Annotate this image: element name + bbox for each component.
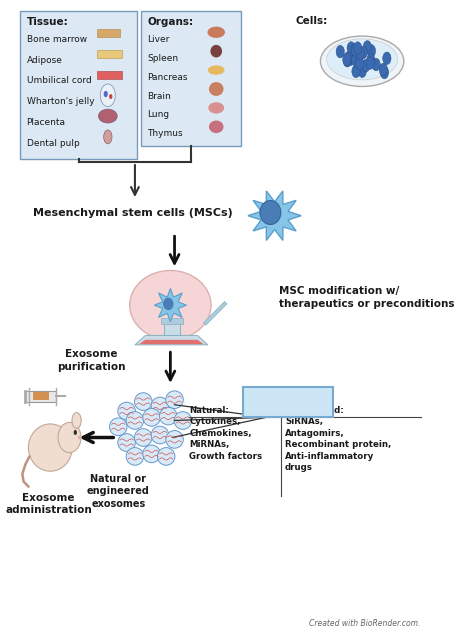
Ellipse shape [135,429,152,446]
Ellipse shape [109,418,127,436]
Circle shape [344,52,352,65]
FancyBboxPatch shape [141,11,241,146]
Ellipse shape [126,411,144,429]
Ellipse shape [126,448,144,465]
Bar [161,318,183,324]
Circle shape [104,91,108,97]
Ellipse shape [208,65,225,75]
Bar [33,392,49,400]
Circle shape [366,57,374,69]
Ellipse shape [208,27,225,38]
Ellipse shape [209,82,224,96]
Circle shape [343,53,351,66]
Text: Liver: Liver [147,35,170,44]
FancyBboxPatch shape [20,11,137,159]
Ellipse shape [160,407,177,425]
Ellipse shape [58,422,81,453]
Text: Cells:: Cells: [295,16,328,26]
Text: Mesenchymal stem cells (MSCs): Mesenchymal stem cells (MSCs) [33,208,233,218]
Text: Wharton's jelly: Wharton's jelly [27,97,94,106]
Circle shape [336,46,345,58]
Bar [164,323,180,335]
Text: Placenta: Placenta [27,118,65,127]
Ellipse shape [151,397,169,415]
Circle shape [359,46,367,59]
Ellipse shape [260,201,281,225]
Circle shape [367,45,375,57]
Text: Lung: Lung [147,110,170,120]
Circle shape [383,52,391,65]
Circle shape [358,65,366,77]
Circle shape [355,47,363,60]
Ellipse shape [163,298,173,310]
Circle shape [351,44,359,56]
Polygon shape [248,191,301,241]
Ellipse shape [208,102,224,113]
Ellipse shape [143,408,160,426]
Circle shape [356,57,364,70]
Text: Organs:: Organs: [147,17,193,27]
Ellipse shape [210,45,222,58]
Ellipse shape [135,392,152,410]
Text: Engineered:
SiRNAs,
Antagomirs,
Recombinant protein,
Anti-inflammatory
drugs: Engineered: SiRNAs, Antagomirs, Recombin… [285,406,392,472]
Circle shape [343,54,352,67]
Circle shape [109,94,112,99]
Ellipse shape [166,430,183,448]
Bar [98,71,122,79]
Circle shape [356,47,364,60]
Circle shape [347,42,356,54]
FancyBboxPatch shape [243,387,333,417]
Text: Pancreas: Pancreas [147,73,188,82]
Ellipse shape [78,436,81,439]
Circle shape [352,65,360,78]
Circle shape [100,84,115,106]
Text: Exosome
administration: Exosome administration [5,493,92,515]
Text: Exosome
purification: Exosome purification [57,349,126,372]
Circle shape [380,66,389,79]
Circle shape [73,430,77,435]
Circle shape [354,42,362,54]
Polygon shape [139,340,204,344]
Circle shape [367,54,375,66]
Circle shape [362,60,370,72]
Text: MSC modification w/
therapeutics or preconditions: MSC modification w/ therapeutics or prec… [279,286,454,309]
Ellipse shape [118,402,136,420]
Text: Adipose: Adipose [27,56,63,65]
Text: Functional
cargos:: Functional cargos: [257,393,319,415]
Ellipse shape [28,424,72,471]
Text: Spleen: Spleen [147,54,179,63]
Polygon shape [135,335,208,345]
Ellipse shape [118,434,136,451]
Ellipse shape [99,109,117,123]
Circle shape [372,58,380,71]
Ellipse shape [327,39,398,80]
Ellipse shape [320,36,404,87]
Ellipse shape [72,413,81,429]
Text: Natural or
engineered
exosomes: Natural or engineered exosomes [87,474,150,509]
Ellipse shape [166,391,183,408]
Circle shape [363,41,372,53]
Ellipse shape [143,445,160,463]
Text: Bone marrow: Bone marrow [27,35,87,44]
Circle shape [346,53,355,66]
Ellipse shape [151,426,169,444]
Text: Umbilical cord: Umbilical cord [27,77,91,85]
Text: Thymus: Thymus [147,129,183,139]
Polygon shape [25,391,56,401]
Circle shape [351,54,360,66]
Ellipse shape [157,448,175,465]
Text: Created with BioRender.com.: Created with BioRender.com. [309,620,420,629]
Ellipse shape [104,130,112,144]
Ellipse shape [209,120,224,133]
Text: Natural:
Cytokines,
Chemokines,
MiRNAs,
Growth factors: Natural: Cytokines, Chemokines, MiRNAs, … [189,406,262,461]
Circle shape [379,63,387,76]
Ellipse shape [130,270,211,340]
Text: Brain: Brain [147,92,171,101]
Ellipse shape [174,411,191,429]
Text: Dental pulp: Dental pulp [27,139,79,147]
Polygon shape [155,289,186,322]
Bar [98,29,120,37]
Text: Tissue:: Tissue: [27,17,68,27]
Bar [98,50,122,58]
